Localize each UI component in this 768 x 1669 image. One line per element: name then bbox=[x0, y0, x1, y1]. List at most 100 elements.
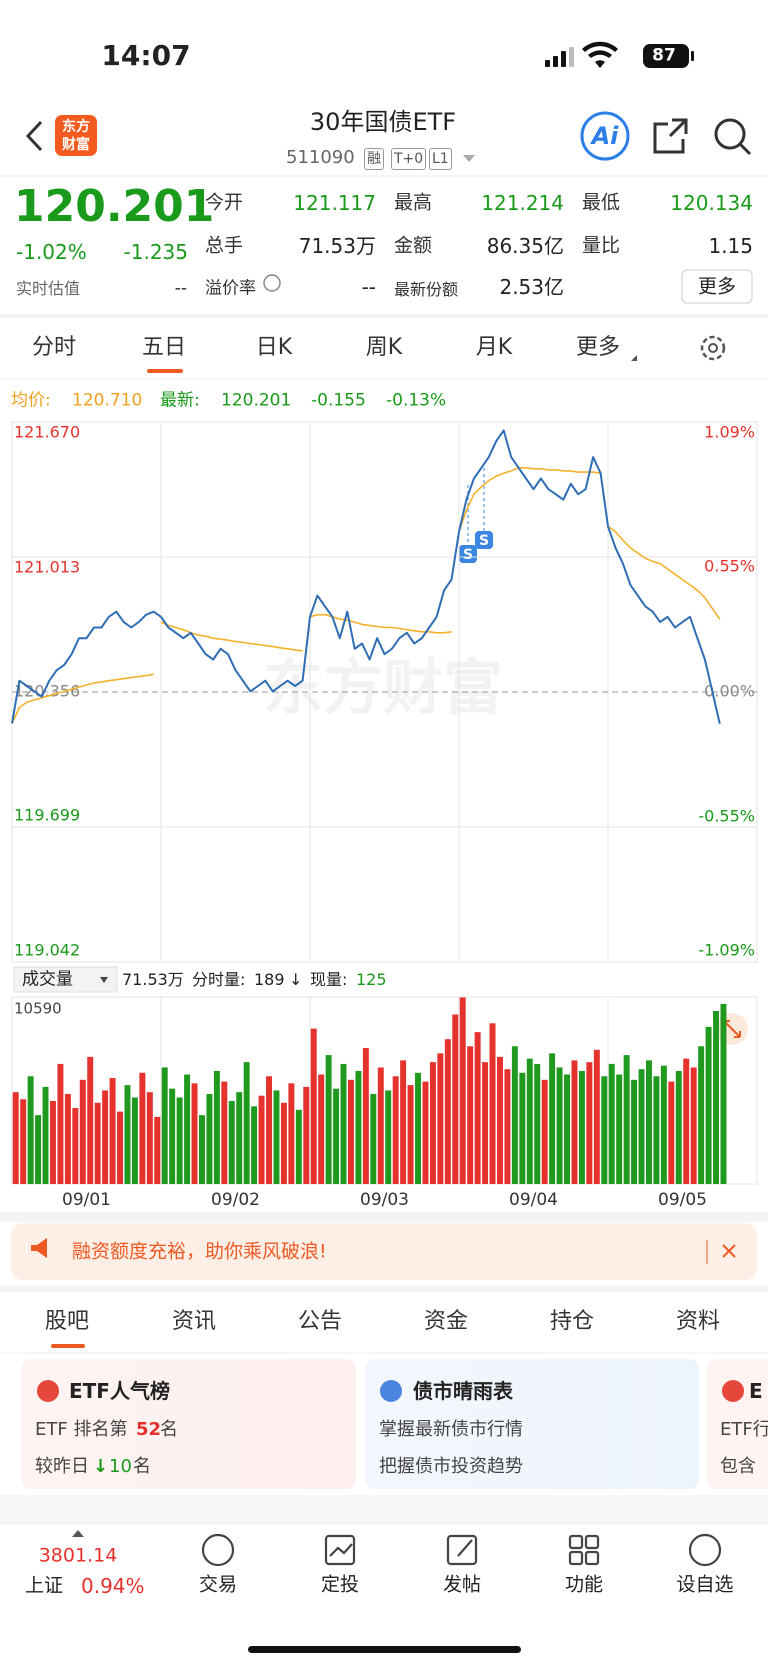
index-change[interactable]: 0.94% bbox=[81, 1574, 145, 1598]
home-indicator bbox=[248, 1646, 521, 1653]
section-tab[interactable]: 公告 bbox=[297, 1309, 343, 1334]
field-value: 86.35亿 bbox=[486, 234, 564, 258]
index-triangle bbox=[72, 1530, 84, 1537]
back-icon[interactable] bbox=[25, 120, 43, 152]
volume-bar bbox=[49, 1101, 56, 1184]
volume-bar bbox=[474, 1032, 481, 1184]
info-icon[interactable] bbox=[263, 274, 281, 292]
volume-bar bbox=[578, 1070, 585, 1184]
field-value: -- bbox=[361, 275, 376, 299]
field-label: 最新份额 bbox=[394, 280, 459, 299]
y2-tick-label: -0.55% bbox=[698, 807, 755, 826]
card-arrow: ↓ bbox=[93, 1456, 109, 1477]
field-value: 121.214 bbox=[481, 191, 564, 215]
section-tab[interactable]: 股吧 bbox=[44, 1309, 90, 1334]
y-tick-label: 119.699 bbox=[14, 806, 80, 825]
banner-text[interactable]: 融资额度充裕，助你乘风破浪! bbox=[72, 1240, 327, 1263]
volume-bar bbox=[94, 1102, 101, 1184]
tab-underline bbox=[147, 369, 183, 373]
trade-marker-label: S bbox=[463, 547, 473, 563]
share-icon[interactable] bbox=[653, 118, 688, 154]
card-title: ETF人气榜 bbox=[69, 1379, 170, 1403]
trade-marker-label: S bbox=[479, 533, 489, 549]
avg-line bbox=[458, 467, 601, 532]
volume-bar bbox=[362, 1048, 369, 1184]
x-tick-label: 09/04 bbox=[509, 1190, 558, 1210]
card-text: ETF 排名第 bbox=[35, 1419, 128, 1440]
volume-selector[interactable] bbox=[13, 966, 118, 993]
y2-tick-label: 1.09% bbox=[704, 423, 755, 442]
close-icon[interactable] bbox=[722, 1244, 736, 1258]
tag: L1 bbox=[429, 148, 452, 170]
card-text: 包含 bbox=[720, 1456, 756, 1477]
volume-bar bbox=[273, 1090, 280, 1184]
volume-bar bbox=[631, 1079, 638, 1184]
dropdown-arrow[interactable] bbox=[463, 155, 475, 162]
tag: 融 bbox=[364, 148, 384, 170]
chart-tab[interactable]: 月K bbox=[475, 335, 513, 360]
volume-selector-label: 成交量 bbox=[22, 969, 73, 990]
tag: T+0 bbox=[391, 148, 427, 170]
card-title: 债市晴雨表 bbox=[413, 1379, 513, 1403]
chart-tab[interactable]: 分时 bbox=[31, 335, 77, 360]
index-value[interactable]: 3801.14 bbox=[38, 1544, 118, 1567]
trade-marker[interactable] bbox=[459, 545, 477, 563]
logo-text: 东方 bbox=[62, 119, 90, 135]
volume-bar bbox=[496, 1056, 503, 1184]
volume-bar bbox=[422, 1081, 429, 1184]
volume-bar bbox=[139, 1072, 146, 1184]
avg-value: 120.710 bbox=[72, 390, 143, 411]
volume-bar bbox=[713, 1010, 720, 1184]
card-rank: 52 bbox=[136, 1419, 162, 1440]
y-tick-label: 119.042 bbox=[14, 941, 80, 960]
volume-bar bbox=[705, 1026, 712, 1184]
banner[interactable] bbox=[11, 1223, 757, 1280]
current-volume-label: 现量: bbox=[310, 970, 348, 989]
card-icon bbox=[37, 1380, 59, 1402]
chart-tab[interactable]: 日K bbox=[255, 335, 293, 360]
status-time: 14:07 bbox=[101, 39, 191, 72]
section-tab[interactable]: 资金 bbox=[423, 1309, 469, 1334]
nav-item[interactable]: 交易 bbox=[198, 1573, 238, 1596]
volume-bar bbox=[653, 1076, 660, 1184]
tab-underline bbox=[51, 1344, 85, 1348]
field-value: 2.53亿 bbox=[499, 275, 564, 299]
volume-bar bbox=[437, 1053, 444, 1184]
trade-marker[interactable] bbox=[475, 531, 493, 549]
card[interactable]: E ETF行 包含 bbox=[707, 1359, 768, 1489]
chart-tab[interactable]: 五日 bbox=[141, 335, 187, 360]
field-label: 总手 bbox=[205, 234, 244, 257]
y-tick-label: 120.356 bbox=[14, 682, 80, 701]
volume-bar bbox=[198, 1115, 205, 1184]
chart-tab[interactable]: 更多 bbox=[575, 335, 621, 360]
volume-bar bbox=[169, 1088, 176, 1184]
card[interactable]: ETF人气榜 ETF 排名第 52 名 较昨日 ↓ 10 名 bbox=[21, 1359, 356, 1489]
x-tick-label: 09/05 bbox=[658, 1190, 707, 1210]
volume-bar bbox=[601, 1076, 608, 1184]
search-icon[interactable] bbox=[714, 118, 746, 150]
nav-item[interactable]: 功能 bbox=[564, 1573, 604, 1596]
section-tab[interactable]: 资料 bbox=[675, 1309, 721, 1334]
divider bbox=[0, 314, 768, 318]
card[interactable]: 债市晴雨表 掌握最新债市行情 把握债市投资趋势 bbox=[365, 1359, 699, 1489]
chart-tab[interactable]: 周K bbox=[365, 335, 403, 360]
volume-bar bbox=[258, 1095, 265, 1184]
card-text: 掌握最新债市行情 bbox=[379, 1419, 523, 1440]
price-line bbox=[11, 429, 721, 725]
volume-bar bbox=[683, 1058, 690, 1184]
nav-item[interactable]: 设自选 bbox=[676, 1573, 734, 1596]
nav-item[interactable]: 定投 bbox=[320, 1573, 360, 1596]
volume-bar bbox=[504, 1069, 511, 1184]
nav-item[interactable]: 发帖 bbox=[442, 1573, 482, 1596]
volume-bar bbox=[519, 1072, 526, 1184]
more-button[interactable] bbox=[681, 269, 753, 304]
ai-button[interactable] bbox=[580, 111, 630, 161]
index-name[interactable]: 上证 bbox=[25, 1574, 64, 1597]
settings-icon[interactable] bbox=[700, 335, 726, 361]
volume-bar bbox=[556, 1067, 563, 1184]
avg-line bbox=[607, 525, 721, 620]
section-tab[interactable]: 资讯 bbox=[171, 1309, 217, 1334]
divider bbox=[0, 1286, 768, 1292]
section-tab[interactable]: 持仓 bbox=[549, 1309, 595, 1334]
volume-bar bbox=[184, 1074, 191, 1184]
